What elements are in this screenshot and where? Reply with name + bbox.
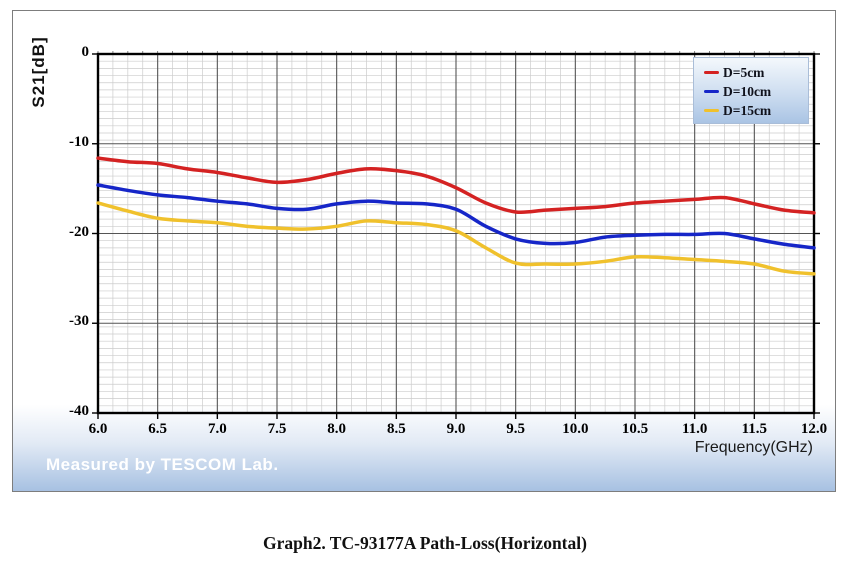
x-tick-label: 7.0 (207, 421, 227, 437)
x-tick-label: 10.0 (562, 421, 589, 437)
legend-label: D=5cm (723, 64, 765, 80)
series-line-d15cm (96, 201, 816, 276)
x-tick-label: 9.5 (506, 421, 526, 437)
legend-swatch-icon (704, 109, 719, 112)
x-tick-label: 6.0 (88, 421, 108, 437)
x-tick-label: 11.0 (681, 421, 708, 437)
y-axis-title: S21[dB] (29, 36, 48, 108)
legend-item: D=15cm (704, 101, 808, 120)
legend: D=5cm D=10cm D=15cm (693, 57, 809, 124)
x-tick-label: 8.0 (327, 421, 347, 437)
y-tick-label: -20 (69, 223, 89, 240)
series-line-d10cm (96, 183, 816, 250)
legend-swatch-icon (704, 90, 719, 93)
legend-swatch-icon (704, 71, 719, 74)
x-tick-label: 6.5 (148, 421, 168, 437)
y-tick-label: -30 (69, 313, 89, 330)
x-tick-label: 7.5 (267, 421, 287, 437)
y-tick-label: -40 (69, 403, 89, 419)
y-tick-label: -10 (69, 133, 89, 150)
series-line-d5cm (96, 156, 816, 215)
legend-item: D=5cm (704, 63, 808, 82)
legend-label: D=10cm (723, 83, 772, 99)
x-tick-label: 10.5 (621, 421, 649, 437)
x-tick-label: 8.5 (386, 421, 406, 437)
x-tick-label: 9.0 (446, 421, 466, 437)
legend-label: D=15cm (723, 102, 772, 118)
y-tick-label: 0 (81, 44, 90, 60)
legend-item: D=10cm (704, 82, 808, 101)
x-axis-title: Frequency(GHz) (694, 439, 813, 456)
chart-figure: S21[dB] 0 -10 -20 -30 -40 6.0 6.5 7.0 7.5 8.0 8.5… (12, 10, 836, 492)
figure-caption: Graph2. TC-93177A Path-Loss(Horizontal) (263, 533, 587, 553)
x-tick-label: 12.0 (800, 421, 828, 437)
watermark-text: Measured by TESCOM Lab. (46, 455, 279, 474)
x-tick-label: 11.5 (741, 421, 768, 437)
